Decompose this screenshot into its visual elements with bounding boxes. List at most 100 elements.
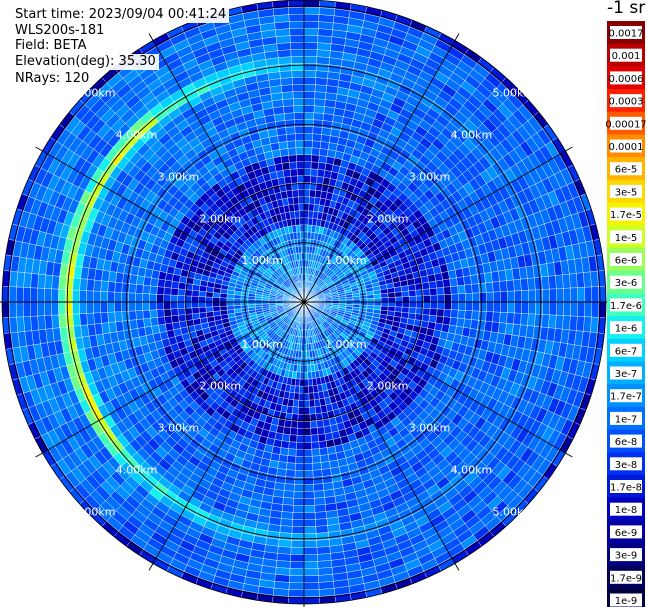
- ppi-cell: [303, 20, 319, 29]
- ppi-cell: [142, 293, 150, 303]
- ppi-cell: [281, 504, 294, 513]
- ppi-cell: [549, 301, 557, 316]
- ppi-cell: [65, 301, 73, 315]
- ppi-cell: [430, 294, 438, 303]
- ppi-cell: [86, 312, 95, 325]
- ppi-cell: [534, 276, 543, 291]
- ppi-cell: [298, 400, 305, 408]
- ppi-cell: [93, 312, 102, 325]
- ppi-cell: [107, 311, 116, 323]
- ppi-cell: [149, 301, 157, 311]
- ppi-cell: [283, 490, 295, 499]
- ppi-cell: [506, 312, 515, 325]
- ppi-cell: [198, 296, 206, 303]
- ppi-cell: [311, 154, 320, 163]
- ppi-cell: [107, 281, 116, 293]
- ppi-cell: [315, 77, 328, 86]
- ppi-cell: [303, 575, 319, 584]
- ppi-cell: [51, 275, 60, 290]
- ppi-cell: [319, 148, 329, 157]
- ppi-cell: [548, 275, 557, 290]
- ppi-cell: [16, 271, 25, 288]
- ppi-cell: [409, 301, 417, 309]
- ppi-cell: [303, 140, 313, 148]
- ppi-cell: [293, 484, 305, 492]
- ppi-cell: [22, 301, 31, 317]
- ppi-cell: [308, 392, 315, 401]
- ppi-cell: [219, 305, 228, 311]
- ppi-cell: [290, 540, 305, 548]
- ppi-cell: [542, 288, 550, 303]
- ppi-cell: [79, 301, 87, 314]
- ppi-cell: [527, 313, 536, 327]
- ppi-cell: [297, 421, 305, 429]
- ppi-cell: [464, 310, 473, 320]
- ppi-cell: [295, 463, 305, 471]
- ppi-cell: [394, 286, 402, 293]
- ppi-cell: [93, 290, 101, 303]
- ppi-cell: [303, 133, 313, 141]
- ppi-cell: [449, 277, 458, 287]
- ppi-cell: [311, 378, 318, 386]
- ppi-cell: [583, 316, 592, 333]
- ppi-cell: [309, 189, 316, 198]
- ppi-cell: [150, 317, 159, 327]
- ppi-cell: [316, 419, 325, 428]
- ppi-cell: [233, 305, 242, 310]
- ppi-cell: [577, 301, 586, 317]
- ppi-cell: [44, 301, 52, 316]
- ppi-cell: [303, 407, 311, 415]
- ppi-cell: [303, 126, 314, 134]
- ppi-cell: [303, 561, 319, 569]
- ppi-cell: [499, 280, 508, 292]
- ppi-cell: [303, 421, 311, 429]
- ppi-cell: [569, 315, 578, 331]
- ppi-cell: [22, 287, 31, 303]
- ppi-cell: [520, 313, 529, 326]
- ppi-cell: [79, 290, 87, 303]
- ppi-cell: [311, 147, 321, 156]
- ppi-cell: [23, 316, 32, 332]
- ppi-cell: [303, 533, 317, 541]
- ppi-cell: [303, 463, 313, 471]
- ppi-cell: [163, 287, 172, 296]
- ppi-cell: [220, 309, 228, 316]
- ppi-cell: [289, 568, 305, 576]
- ppi-cell: [273, 588, 290, 597]
- ppi-cell: [177, 288, 186, 296]
- ppi-cell: [307, 371, 313, 380]
- ppi-cell: [471, 283, 480, 294]
- ppi-cell: [295, 449, 305, 457]
- ppi-cell: [30, 273, 39, 289]
- ppi-cell: [514, 290, 522, 303]
- ppi-cell: [177, 301, 185, 309]
- ppi-cell: [289, 561, 305, 569]
- ppi-cell: [294, 385, 300, 394]
- ppi-cell: [563, 287, 571, 303]
- ppi-cell: [303, 203, 310, 211]
- ppi-cell: [303, 196, 310, 204]
- ppi-cell: [591, 301, 600, 318]
- ppi-cell: [128, 310, 137, 321]
- ppi-cell: [303, 589, 320, 598]
- ppi-cell: [451, 293, 459, 303]
- ppi-cell: [303, 28, 319, 36]
- ppi-cell: [435, 315, 444, 325]
- ppi-cell: [303, 6, 320, 15]
- ppi-cell: [493, 291, 501, 303]
- ppi-cell: [8, 286, 17, 303]
- ppi-cell: [72, 301, 80, 315]
- ppi-cell: [528, 289, 536, 303]
- ppi-cell: [303, 512, 316, 520]
- ppi-cell: [23, 272, 32, 288]
- ppi-cell: [479, 292, 487, 303]
- ppi-cell: [402, 301, 410, 308]
- ppi-cell: [542, 301, 550, 316]
- ppi-cell: [121, 292, 129, 303]
- ppi-cell: [303, 98, 315, 106]
- ppi-cell: [380, 297, 389, 303]
- ppi-cell: [315, 518, 328, 527]
- ppi-cell: [312, 385, 319, 393]
- ppi-cell: [177, 295, 185, 303]
- ppi-cell: [541, 314, 550, 328]
